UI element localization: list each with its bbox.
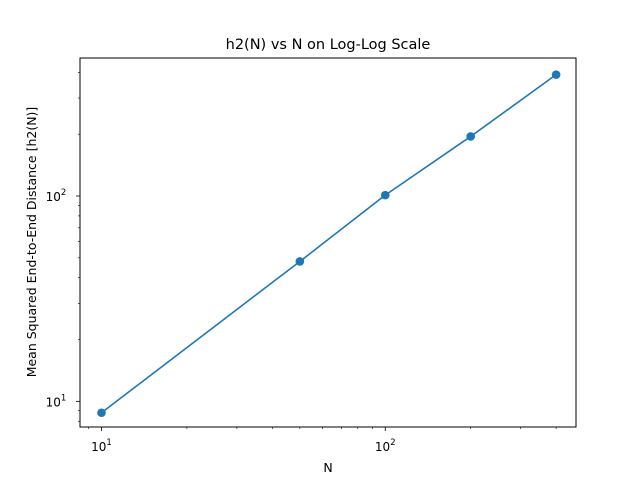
data-point [97,408,106,418]
x-axis-label: N [323,460,332,475]
data-point [551,70,561,79]
data-point [466,132,475,141]
data-point [380,190,390,200]
y-axis-label: Mean Squared End-to-End Distance [h2(N)] [24,107,39,378]
data-series [97,70,561,418]
plot-area-frame [79,57,577,428]
x-tick-label: 102 [375,438,396,454]
y-tick-label: 102 [46,188,67,204]
chart-title: h2(N) vs N on Log-Log Scale [226,37,431,53]
x-tick-label: 101 [91,438,112,454]
y-tick-label: 101 [46,393,67,409]
data-point [295,257,305,266]
